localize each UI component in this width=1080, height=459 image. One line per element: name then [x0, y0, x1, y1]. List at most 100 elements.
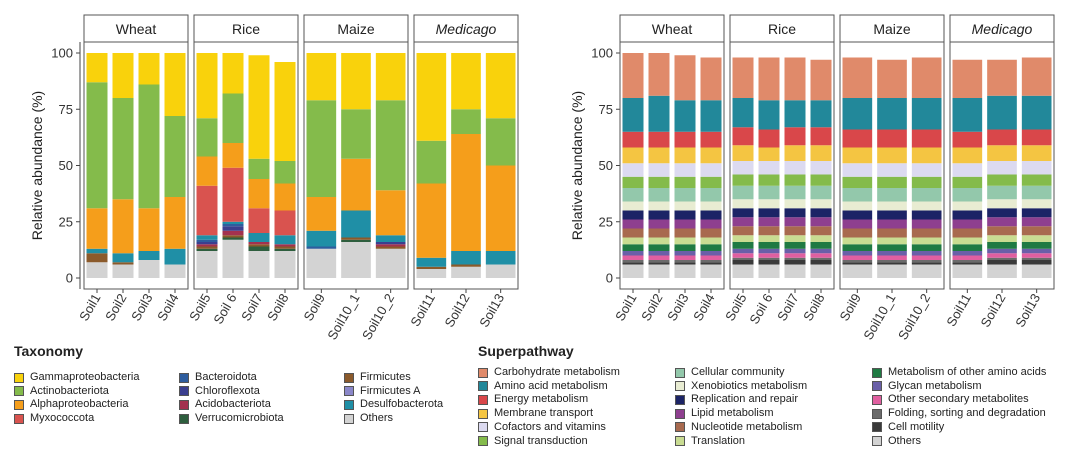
legend-swatch [478, 394, 488, 405]
bar-segment [877, 219, 907, 229]
x-tick-label: Soil10_2 [895, 291, 933, 342]
y-tick-label: 75 [59, 102, 73, 117]
bar-segment [732, 242, 754, 249]
legend-label: Membrane transport [494, 407, 594, 420]
bar-segment [451, 266, 481, 278]
bar-segment [784, 127, 806, 146]
bar-segment [877, 59, 907, 98]
legend-swatch [344, 413, 354, 424]
bar-segment [952, 176, 983, 188]
facet-panel [193, 41, 299, 290]
legend-swatch [675, 381, 685, 392]
bar-segment [842, 57, 873, 98]
bar-segment [648, 251, 670, 256]
bar-segment [274, 248, 296, 251]
legend-label: Firmicutes A [360, 384, 421, 397]
legend-swatch [478, 422, 488, 433]
legend-item: Cellular community [675, 366, 785, 379]
bar-segment [648, 176, 670, 188]
bar-segment [274, 244, 296, 247]
bar-segment [622, 210, 644, 220]
bar-segment [648, 95, 670, 132]
legend-item: Lipid metabolism [675, 407, 774, 420]
x-tick-label: Soil10_1 [860, 291, 898, 342]
legend-label: Others [360, 412, 394, 425]
bar-segment [911, 201, 942, 211]
bar-segment [877, 260, 907, 263]
bar-segment [222, 224, 244, 227]
bar-segment [648, 244, 670, 251]
bar-segment [248, 251, 270, 278]
bar-segment [842, 237, 873, 245]
bar-segment [700, 251, 722, 256]
bar-segment [86, 82, 108, 209]
bar-segment [877, 237, 907, 245]
legend-item: Carbohydrate metabolism [478, 366, 620, 379]
bar-segment [222, 93, 244, 143]
bar-segment [700, 262, 722, 265]
bar-segment [784, 208, 806, 218]
legend-swatch [14, 399, 24, 410]
bar-segment [987, 145, 1017, 161]
bar-segment [952, 59, 983, 98]
bar-segment [1021, 260, 1052, 265]
bar-segment [86, 248, 108, 254]
bar-segment [810, 174, 832, 186]
bar-segment [784, 253, 806, 258]
bar-segment [952, 244, 983, 251]
bar-segment [451, 264, 481, 267]
legend-item: Bacteroidota [179, 371, 257, 384]
bar-segment [375, 235, 406, 242]
bar-segment [758, 161, 780, 175]
legend-label: Actinobacteriota [30, 384, 109, 397]
bar-segment [222, 235, 244, 238]
bar-segment [306, 53, 337, 101]
x-tick-label: Soil1 [612, 291, 639, 324]
bar-segment [222, 143, 244, 168]
legend-swatch [179, 413, 189, 424]
bar-segment [952, 228, 983, 238]
bar-segment [784, 242, 806, 249]
bar-segment [987, 242, 1017, 249]
bar-segment [164, 53, 186, 116]
bar-segment [622, 147, 644, 164]
bar-segment [784, 100, 806, 128]
bar-segment [784, 217, 806, 227]
bar-segment [274, 210, 296, 236]
bar-segment [877, 251, 907, 256]
bar-segment [732, 57, 754, 98]
facet-strip [303, 14, 409, 43]
legend-swatch [872, 422, 882, 433]
x-tick-label: Soil11 [407, 291, 438, 329]
bar-segment [810, 161, 832, 175]
bar-segment [842, 188, 873, 202]
bar-segment [248, 244, 270, 247]
bar-segment [196, 246, 218, 249]
bar-segment [732, 127, 754, 146]
bar-segment [375, 53, 406, 101]
bar-segment [784, 161, 806, 175]
facet-label: Wheat [116, 21, 157, 37]
legend-label: Metabolism of other amino acids [888, 366, 1047, 378]
x-tick-label: Soil13 [1012, 291, 1043, 330]
bar-segment [758, 226, 780, 236]
bar-segment [810, 217, 832, 227]
bar-segment [222, 239, 244, 278]
bar-segment [700, 210, 722, 220]
bar-segment [674, 131, 696, 148]
legend-label: Glycan metabolism [888, 379, 982, 392]
bar-segment [810, 185, 832, 200]
bar-segment [1021, 253, 1052, 258]
bar-segment [732, 260, 754, 265]
legend-label: Lipid metabolism [691, 407, 774, 420]
legend-swatch [675, 394, 685, 405]
bar-segment [758, 199, 780, 209]
legend-swatch [675, 436, 685, 446]
bar-segment [877, 163, 907, 177]
bar-segment [987, 185, 1017, 200]
bar-segment [842, 98, 873, 130]
bar-segment [810, 199, 832, 209]
bar-segment [952, 237, 983, 245]
bar-segment [274, 62, 296, 161]
legend-label: Firmicutes [360, 371, 411, 383]
